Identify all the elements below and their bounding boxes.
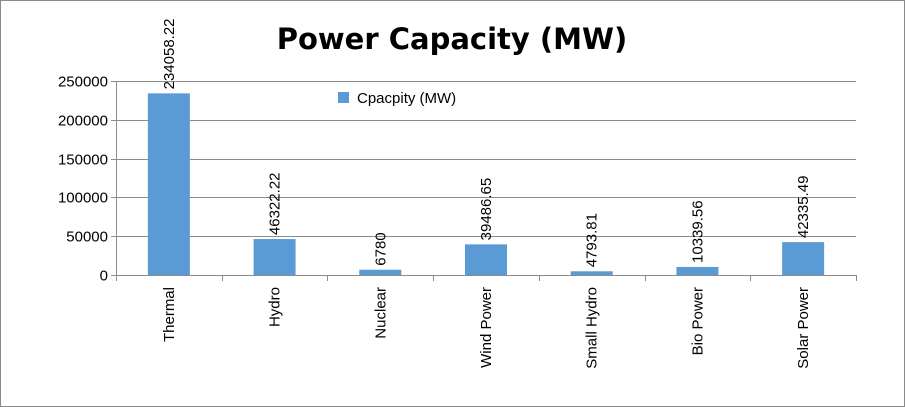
data-label: 42335.49 — [795, 176, 812, 239]
legend-swatch — [338, 92, 349, 103]
bar — [465, 244, 507, 275]
data-label: 4793.81 — [584, 213, 601, 267]
gridlines — [116, 81, 856, 237]
data-label: 234058.22 — [161, 18, 178, 89]
y-tick-label: 100000 — [58, 190, 108, 207]
chart-title: Power Capacity (MW) — [277, 22, 628, 56]
y-tick-label: 0 — [100, 268, 108, 285]
bar — [359, 269, 402, 275]
data-label: 10339.56 — [689, 200, 706, 263]
bar — [147, 93, 190, 275]
category-label: Wind Power — [478, 287, 495, 368]
category-labels: Thermal Hydro Nuclear Wind Power Small Hydro… — [161, 287, 812, 369]
category-label: Bio Power — [689, 287, 706, 355]
bar — [253, 239, 296, 275]
category-label: Small Hydro — [584, 287, 601, 369]
category-label: Thermal — [161, 287, 178, 342]
category-label: Hydro — [267, 287, 284, 327]
data-labels: 234058.22 46322.22 6780 39486.65 4793.81 1033… — [161, 18, 812, 267]
y-tick-label: 150000 — [58, 152, 108, 169]
category-label: Nuclear — [372, 287, 389, 339]
legend-label: Cpacpity (MW) — [357, 90, 456, 107]
data-label: 46322.22 — [267, 172, 284, 235]
bars — [147, 93, 825, 275]
bar — [676, 266, 719, 275]
data-label: 39486.65 — [478, 178, 495, 241]
category-label: Solar Power — [795, 287, 812, 369]
bar — [782, 242, 825, 275]
data-label: 6780 — [372, 232, 389, 265]
y-tick-label: 50000 — [66, 229, 108, 246]
y-tick-label: 250000 — [58, 74, 108, 91]
legend: Cpacpity (MW) — [338, 90, 456, 107]
axes: 0 50000 100000 150000 200000 250000 — [58, 74, 857, 285]
y-tick-label: 200000 — [58, 113, 108, 130]
bar — [570, 271, 613, 275]
